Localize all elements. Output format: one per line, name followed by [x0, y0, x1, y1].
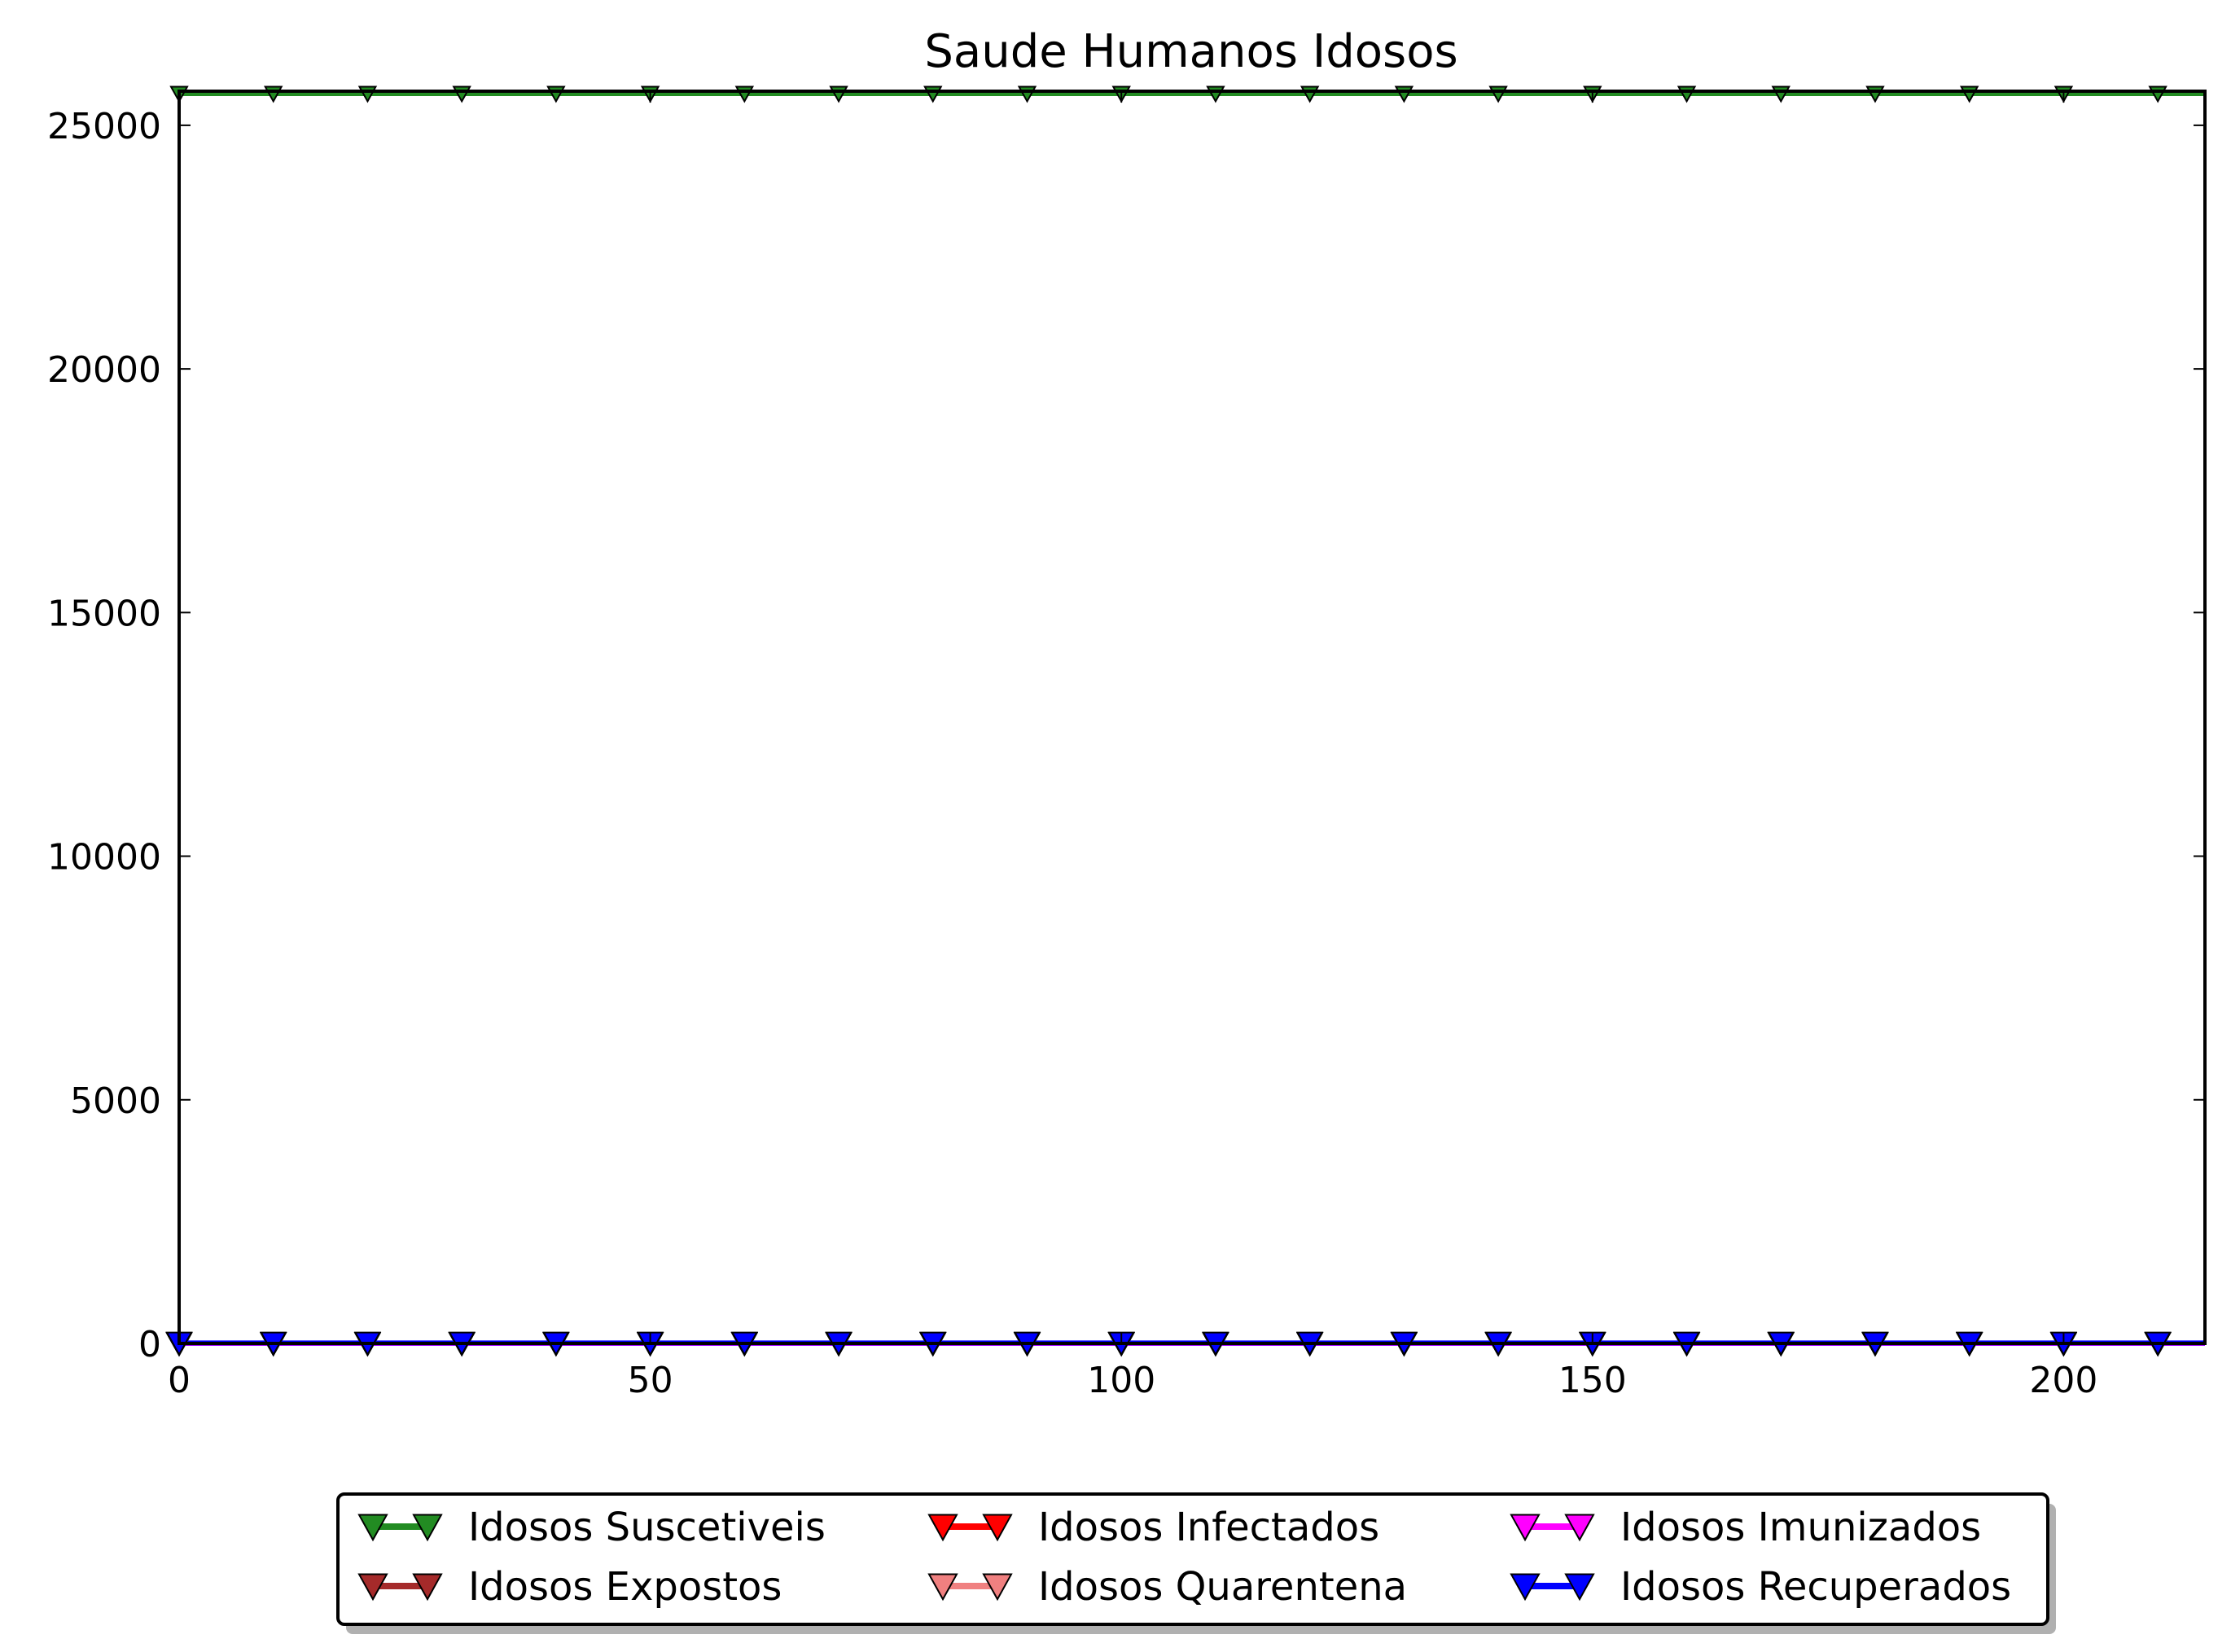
- legend-marker: [982, 1514, 1013, 1542]
- legend-label: Idosos Recuperados: [1620, 1564, 2011, 1610]
- legend-label: Idosos Infectados: [1038, 1505, 1379, 1550]
- legend-marker: [412, 1573, 443, 1602]
- legend-marker: [1510, 1573, 1541, 1602]
- x-tick-label: 150: [1558, 1360, 1627, 1401]
- x-axis: 0 50 100 150 200: [168, 91, 2097, 1401]
- legend-label: Idosos Suscetiveis: [468, 1505, 826, 1550]
- legend-label: Idosos Imunizados: [1620, 1505, 1981, 1550]
- y-tick-label: 15000: [47, 593, 161, 634]
- y-axis: 0 5000 10000 15000 20000 25000: [47, 106, 2205, 1365]
- x-tick-label: 100: [1087, 1360, 1155, 1401]
- y-tick-label: 5000: [70, 1080, 161, 1122]
- legend-label: Idosos Expostos: [468, 1564, 782, 1610]
- legend-item: Idosos Imunizados: [1510, 1505, 1981, 1550]
- y-tick-label: 20000: [47, 349, 161, 391]
- x-tick-label: 200: [2029, 1360, 2097, 1401]
- legend-marker: [982, 1573, 1013, 1602]
- legend-marker: [1564, 1514, 1595, 1542]
- legend-item: Idosos Infectados: [927, 1505, 1379, 1550]
- legend-item: Idosos Quarentena: [927, 1564, 1407, 1610]
- legend: Idosos Suscetiveis Idosos Expostos Idosos …: [336, 1492, 2056, 1634]
- chart-title: Saude Humanos Idosos: [924, 25, 1457, 78]
- legend-item: Idosos Expostos: [357, 1564, 782, 1610]
- legend-marker: [357, 1514, 388, 1542]
- legend-marker: [1510, 1514, 1541, 1542]
- legend-marker: [1564, 1573, 1595, 1602]
- x-tick-label: 50: [628, 1360, 673, 1401]
- legend-label: Idosos Quarentena: [1038, 1564, 1407, 1610]
- legend-marker: [927, 1573, 958, 1602]
- legend-marker: [927, 1514, 958, 1542]
- legend-marker: [357, 1573, 388, 1602]
- legend-marker: [412, 1514, 443, 1542]
- legend-box: [336, 1492, 2049, 1626]
- y-tick-label: 0: [138, 1324, 161, 1365]
- y-tick-label: 10000: [47, 837, 161, 879]
- plot-frame: [178, 90, 2207, 1345]
- legend-item: Idosos Recuperados: [1510, 1564, 2011, 1610]
- y-tick-label: 25000: [47, 106, 161, 147]
- x-tick-label: 0: [168, 1360, 191, 1401]
- legend-item: Idosos Suscetiveis: [357, 1505, 826, 1550]
